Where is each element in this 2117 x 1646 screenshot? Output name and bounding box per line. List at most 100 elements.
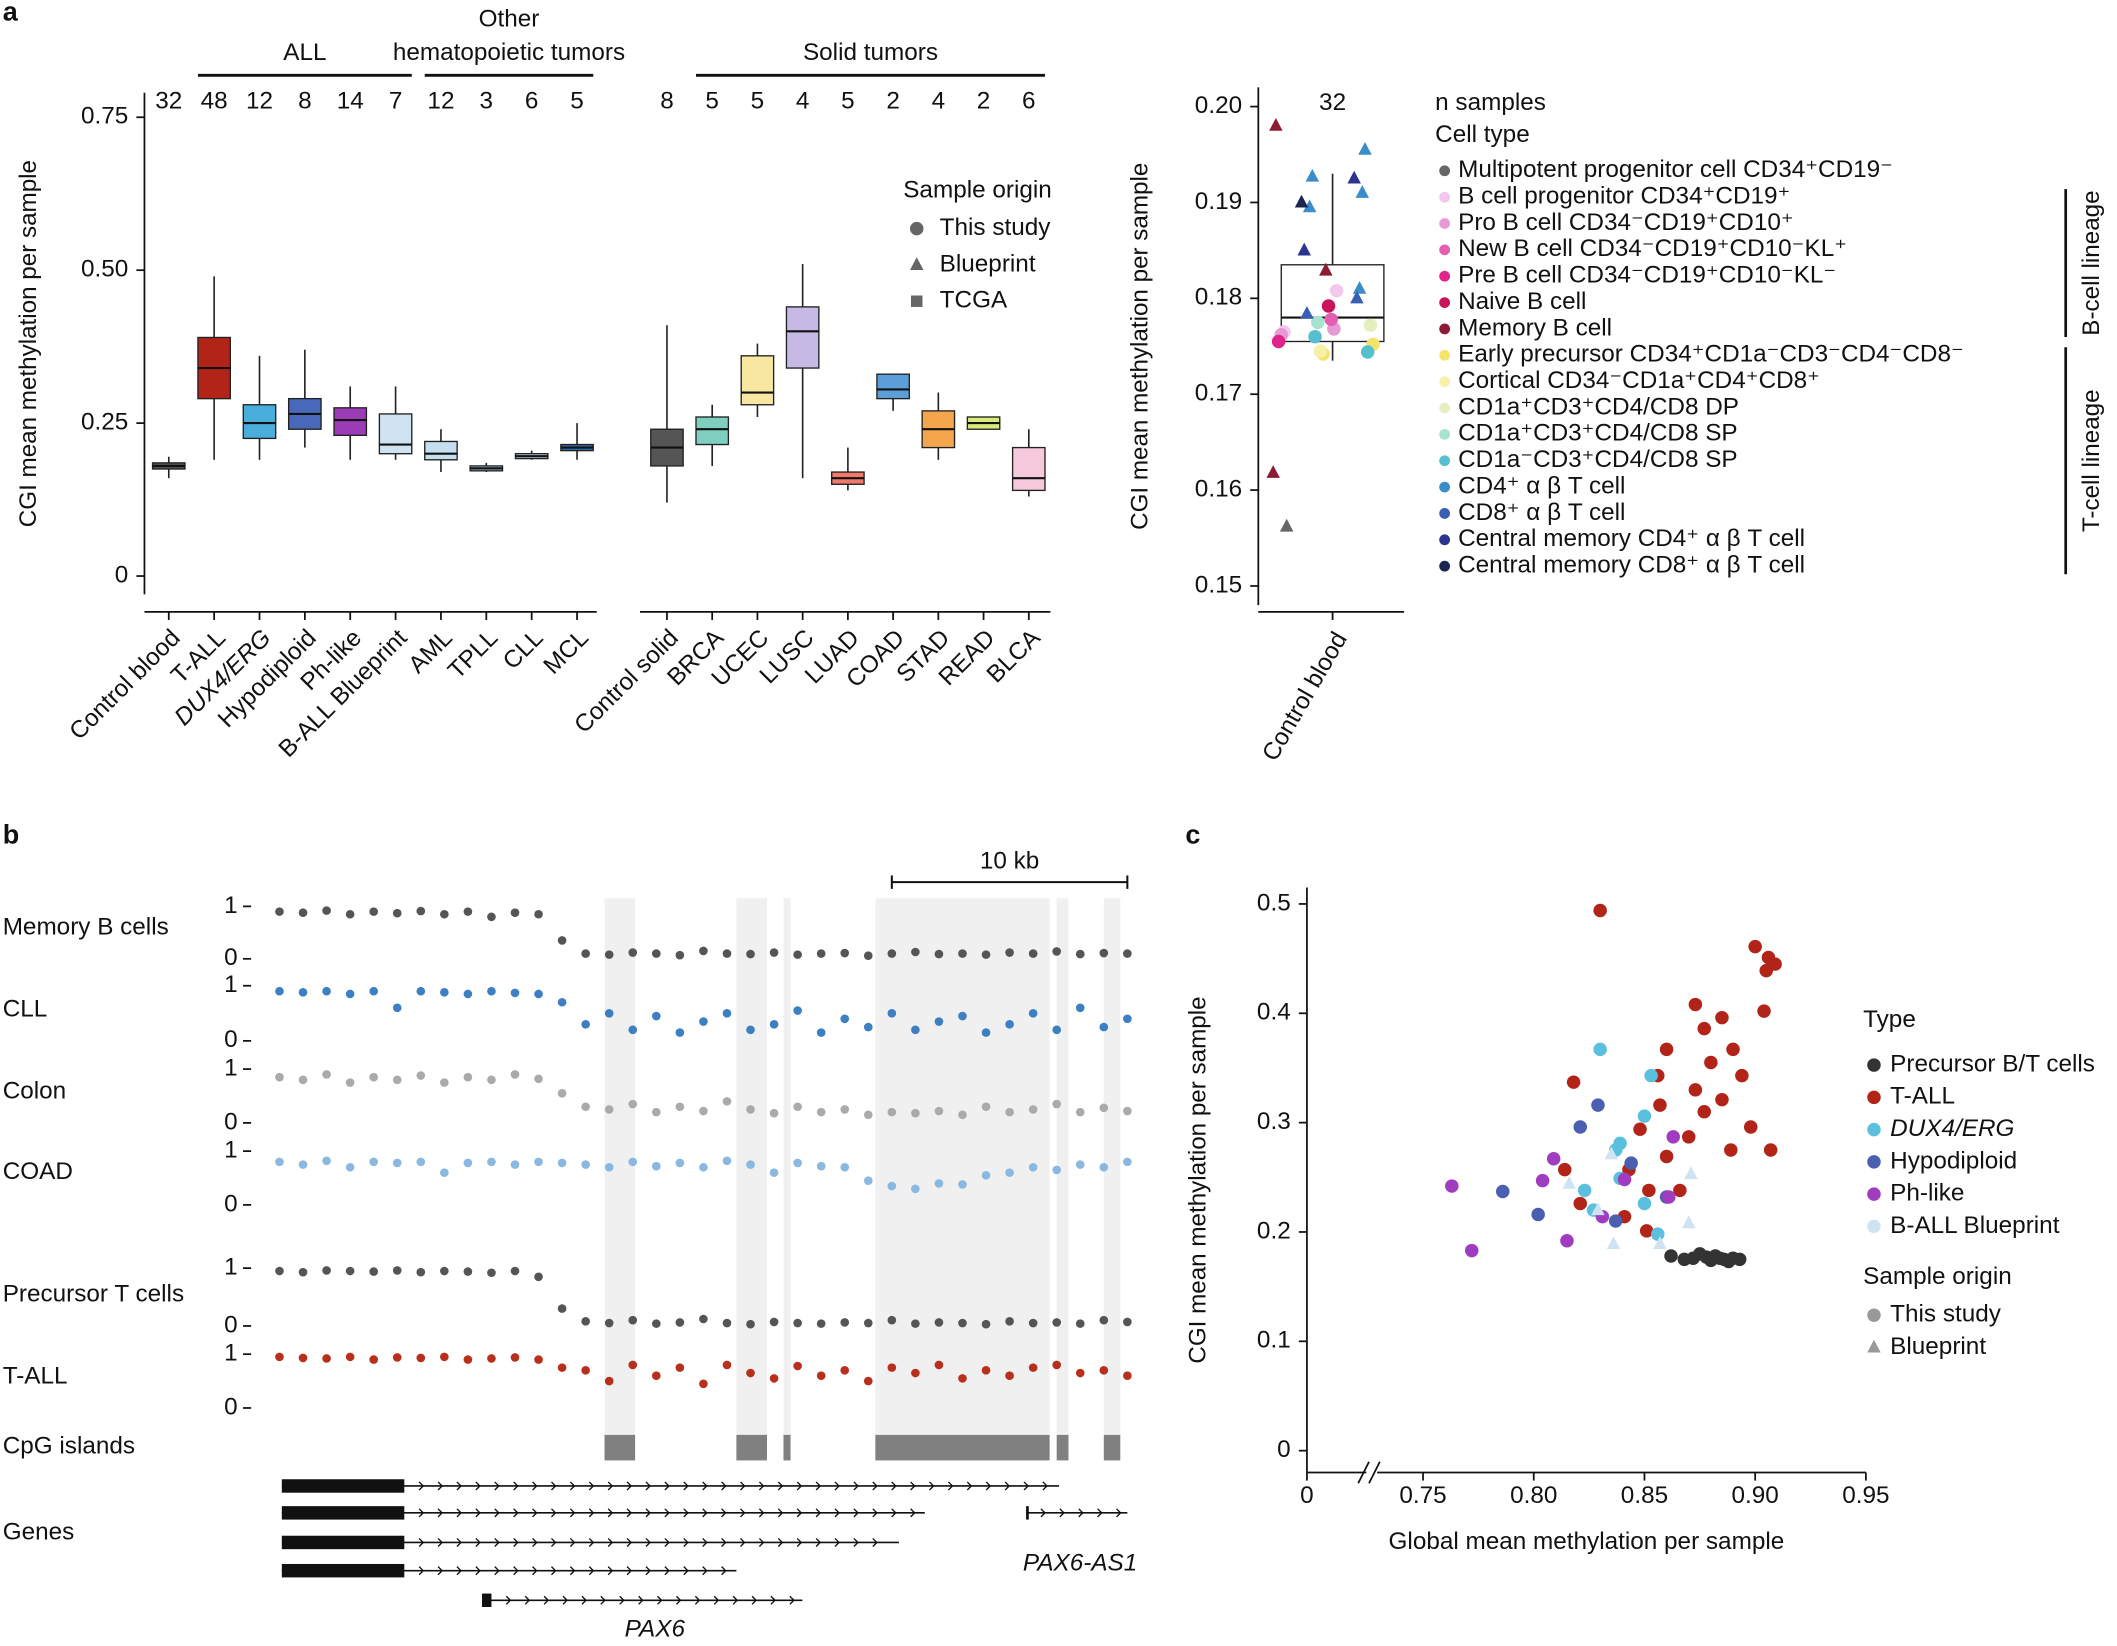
y-tick-label: 0.4 (1257, 999, 1291, 1026)
strand-arrow (588, 1508, 595, 1518)
y-tick-label: 1 (224, 892, 238, 919)
methylation-dot (675, 1028, 685, 1037)
strand-arrow (834, 1508, 840, 1518)
methylation-dot (1005, 1168, 1014, 1177)
legend-label: This study (1890, 1301, 2002, 1328)
methylation-dot (699, 1314, 708, 1324)
methylation-dot (958, 1374, 967, 1383)
methylation-dot (463, 1072, 473, 1082)
methylation-dot (958, 1110, 967, 1120)
cpg-island (736, 1434, 768, 1461)
point (1697, 1104, 1711, 1119)
methylation-dot (699, 946, 708, 956)
y-tick-label: 1 (224, 1137, 238, 1164)
strand-arrow (683, 1508, 689, 1518)
methylation-dot (416, 1071, 426, 1080)
strand-arrow (683, 1566, 689, 1576)
methylation-dot (557, 997, 567, 1007)
legend-label: Cortical CD34⁻CD1a⁺CD4⁺CD8⁺ (1458, 367, 1820, 394)
y-tick-label: 0 (1277, 1436, 1291, 1463)
point (1266, 465, 1280, 478)
methylation-dot (322, 1156, 331, 1166)
strand-arrow (638, 1595, 644, 1605)
methylation-dot (793, 1361, 802, 1371)
methylation-dot (298, 908, 308, 917)
count-label: 32 (155, 88, 182, 115)
strand-arrow (532, 1566, 538, 1576)
genes-label: Genes (3, 1518, 75, 1545)
box (695, 416, 730, 446)
methylation-dot (722, 949, 732, 958)
y-tick-label: 0 (224, 944, 238, 971)
methylation-dot (981, 1366, 991, 1375)
strand-arrow (494, 1481, 500, 1491)
scale-bar-label: 10 kb (980, 847, 1039, 874)
point (1644, 1068, 1658, 1083)
transcript-block (281, 1506, 405, 1520)
methylation-dot (604, 1318, 614, 1328)
methylation-dot (816, 1161, 826, 1171)
strand-arrow (437, 1508, 444, 1518)
strand-arrow (494, 1537, 500, 1547)
legend-marker (1439, 508, 1451, 519)
methylation-dot (816, 1028, 826, 1037)
legend-marker (1439, 349, 1451, 361)
methylation-dot (1099, 1022, 1109, 1032)
count-label: 48 (201, 88, 228, 115)
strand-arrow (569, 1481, 576, 1491)
strand-arrow (891, 1508, 897, 1518)
legend-label: This study (940, 214, 1052, 241)
cpg-island (875, 1434, 1050, 1461)
strand-arrow (569, 1508, 576, 1518)
point (1566, 1075, 1581, 1089)
strand-arrow (732, 1595, 739, 1605)
x-tick-label: CLL (498, 624, 549, 674)
methylation-dot (981, 1319, 991, 1329)
x-tick-label: 0.95 (1842, 1482, 1889, 1509)
methylation-dot (722, 1318, 732, 1328)
strand-arrow (853, 1508, 859, 1518)
point (1305, 168, 1320, 182)
cpg-island (1056, 1434, 1069, 1461)
methylation-dot (557, 1158, 567, 1168)
strand-arrow (1040, 1508, 1046, 1518)
point (1297, 242, 1311, 256)
x-tick-label: 0.90 (1732, 1482, 1779, 1509)
point (1637, 1109, 1652, 1123)
point (1650, 1227, 1665, 1241)
point (1704, 1055, 1718, 1070)
point (1659, 1042, 1674, 1057)
x-axis-label: Global mean methylation per sample (1389, 1528, 1785, 1555)
x-tick-label: Control blood (1257, 627, 1353, 765)
strand-arrow (645, 1537, 651, 1547)
methylation-dot (840, 948, 850, 958)
transcript-block (1026, 1506, 1029, 1520)
box (242, 404, 277, 440)
strand-arrow (872, 1508, 878, 1518)
methylation-dot (275, 1266, 284, 1276)
strand-arrow (966, 1481, 973, 1491)
strand-arrow (834, 1481, 840, 1491)
methylation-dot (863, 1318, 873, 1328)
point (1666, 1130, 1680, 1144)
methylation-dot (369, 1072, 379, 1082)
track-label: Precursor T cells (3, 1280, 184, 1307)
legend-marker (1867, 1058, 1881, 1072)
methylation-dot (981, 1028, 991, 1037)
strand-arrow (532, 1537, 538, 1547)
legend-label: Pro B cell CD34⁻CD19⁺CD10⁺ (1458, 209, 1794, 236)
methylation-dot (298, 1353, 308, 1363)
strand-arrow (524, 1595, 531, 1605)
methylation-dot (1075, 1319, 1085, 1328)
box (876, 373, 910, 400)
legend-label: Memory B cell (1458, 314, 1612, 341)
methylation-dot (934, 1017, 944, 1026)
strand-arrow (418, 1481, 425, 1491)
methylation-dot (1052, 1025, 1062, 1035)
y-axis-label: CGI mean methylation per sample (1126, 163, 1153, 530)
point (1604, 1146, 1618, 1160)
methylation-dot (322, 906, 331, 915)
methylation-dot (981, 1102, 991, 1112)
point (1464, 1243, 1479, 1258)
point (1726, 1042, 1740, 1057)
